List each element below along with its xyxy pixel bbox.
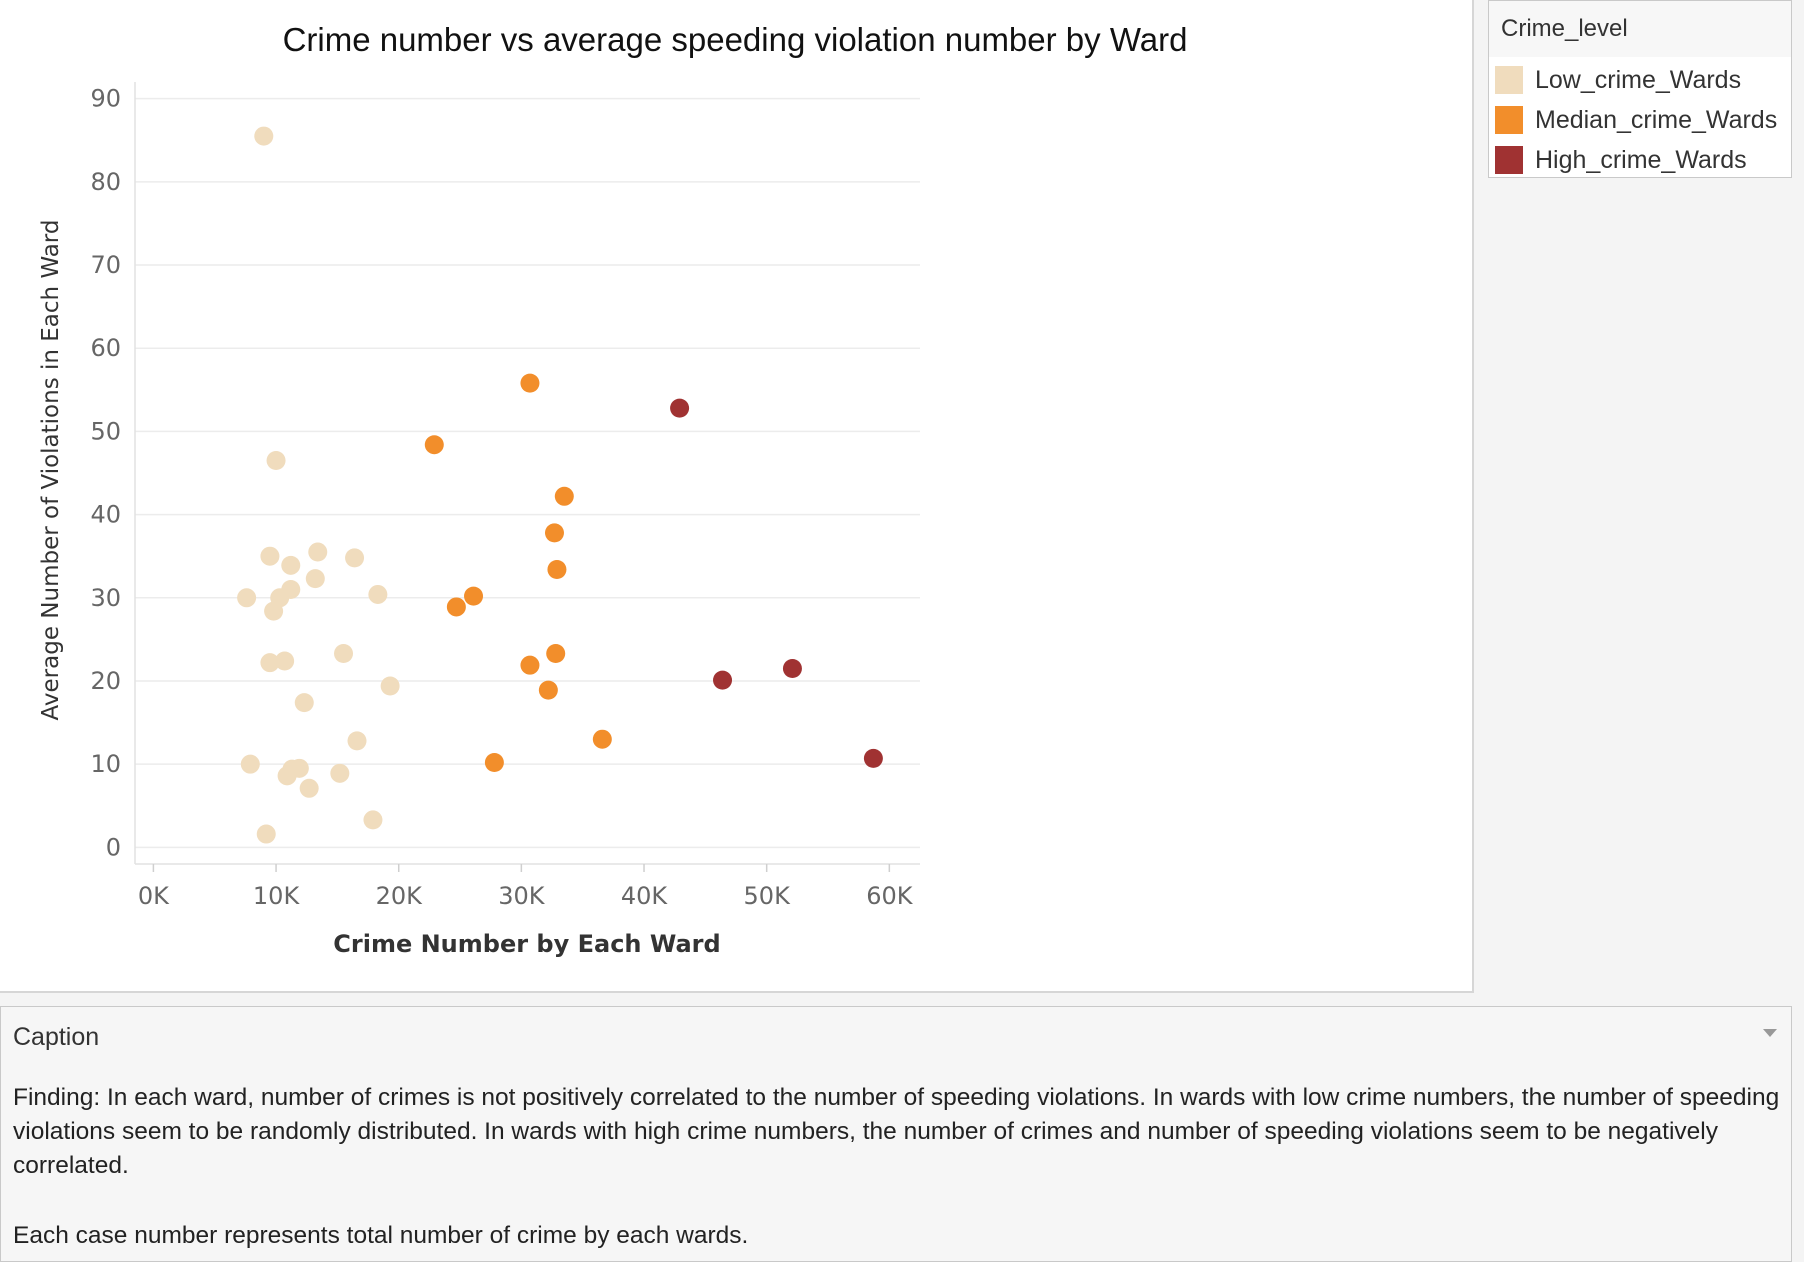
y-tick-label: 30 xyxy=(90,584,121,612)
caption-title: Caption xyxy=(13,1023,100,1051)
data-point-median-crime-wards[interactable] xyxy=(554,486,574,506)
caption-finding: Finding: In each ward, number of crimes … xyxy=(13,1084,1780,1179)
data-point-median-crime-wards[interactable] xyxy=(544,523,564,543)
data-point-low-crime-wards[interactable] xyxy=(264,601,284,621)
data-point-high-crime-wards[interactable] xyxy=(670,398,690,418)
data-point-low-crime-wards[interactable] xyxy=(256,824,276,844)
data-point-low-crime-wards[interactable] xyxy=(308,542,328,562)
data-point-median-crime-wards[interactable] xyxy=(484,753,504,773)
data-point-low-crime-wards[interactable] xyxy=(260,653,280,673)
data-point-high-crime-wards[interactable] xyxy=(782,659,802,678)
data-point-low-crime-wards[interactable] xyxy=(345,548,365,568)
legend-item-median[interactable]: Median_crime_Wards xyxy=(1495,103,1777,137)
data-point-low-crime-wards[interactable] xyxy=(260,546,280,566)
data-point-low-crime-wards[interactable] xyxy=(266,451,286,471)
legend-label-low: Low_crime_Wards xyxy=(1535,65,1742,94)
data-point-low-crime-wards[interactable] xyxy=(305,569,325,589)
y-tick-label: 0 xyxy=(106,833,121,861)
chart-pane: Crime number vs average speeding violati… xyxy=(0,0,1474,993)
y-tick-label: 40 xyxy=(90,501,121,529)
y-tick-label: 60 xyxy=(90,334,121,362)
x-axis-label: Crime Number by Each Ward xyxy=(333,930,720,958)
data-point-median-crime-wards[interactable] xyxy=(464,586,484,606)
data-point-low-crime-wards[interactable] xyxy=(277,766,297,786)
data-point-high-crime-wards[interactable] xyxy=(863,748,883,768)
data-point-low-crime-wards[interactable] xyxy=(281,579,301,599)
data-point-low-crime-wards[interactable] xyxy=(294,693,314,713)
data-point-median-crime-wards[interactable] xyxy=(592,729,612,749)
x-tick-label: 60K xyxy=(866,882,914,910)
data-point-low-crime-wards[interactable] xyxy=(299,778,319,798)
data-point-median-crime-wards[interactable] xyxy=(520,655,540,675)
data-points xyxy=(237,126,883,844)
y-tick-label: 90 xyxy=(90,85,121,113)
data-point-median-crime-wards[interactable] xyxy=(446,597,466,617)
x-tick-label: 30K xyxy=(498,882,546,910)
data-point-low-crime-wards[interactable] xyxy=(281,555,301,575)
data-point-low-crime-wards[interactable] xyxy=(237,588,257,608)
data-point-median-crime-wards[interactable] xyxy=(546,644,566,664)
x-tick-label: 10K xyxy=(253,882,301,910)
x-tick-label: 20K xyxy=(376,882,424,910)
data-point-low-crime-wards[interactable] xyxy=(254,126,274,146)
chart-title: Crime number vs average speeding violati… xyxy=(283,21,1188,58)
x-tick-label: 0K xyxy=(138,882,170,910)
data-point-median-crime-wards[interactable] xyxy=(424,435,444,455)
caption-note: Each case number represents total number… xyxy=(13,1222,749,1249)
data-point-low-crime-wards[interactable] xyxy=(334,644,354,664)
data-point-low-crime-wards[interactable] xyxy=(347,731,367,751)
legend-label-high: High_crime_Wards xyxy=(1535,145,1747,174)
data-point-high-crime-wards[interactable] xyxy=(713,670,733,690)
y-tick-label: 10 xyxy=(90,750,121,778)
grid-lines xyxy=(135,97,920,849)
legend: Crime_level Low_crime_Wards Median_crime… xyxy=(1488,0,1792,178)
data-point-low-crime-wards[interactable] xyxy=(363,810,383,830)
legend-swatch-median xyxy=(1495,106,1523,134)
data-point-median-crime-wards[interactable] xyxy=(520,373,540,393)
x-tick-label: 50K xyxy=(744,882,792,910)
data-point-low-crime-wards[interactable] xyxy=(240,754,260,774)
x-axis-ticks: 0K 10K 20K 30K 40K 50K 60K xyxy=(138,864,914,910)
y-tick-label: 70 xyxy=(90,251,121,279)
data-point-low-crime-wards[interactable] xyxy=(275,651,295,671)
legend-header xyxy=(1489,1,1791,57)
legend-label-median: Median_crime_Wards xyxy=(1535,105,1778,134)
data-point-low-crime-wards[interactable] xyxy=(368,584,388,604)
legend-swatch-low xyxy=(1495,66,1523,94)
legend-item-high[interactable]: High_crime_Wards xyxy=(1495,143,1747,177)
x-tick-label: 40K xyxy=(621,882,669,910)
y-axis-label: Average Number of Violations in Each War… xyxy=(38,220,64,721)
axes xyxy=(134,82,920,865)
caption-panel: Caption Finding: In each ward, number of… xyxy=(0,1006,1792,1262)
data-point-low-crime-wards[interactable] xyxy=(380,676,400,696)
y-axis-ticks: 0 10 20 30 40 50 60 70 80 90 xyxy=(90,85,121,862)
scatter-chart: Crime number vs average speeding violati… xyxy=(38,21,1188,958)
legend-title: Crime_level xyxy=(1501,15,1628,42)
data-point-median-crime-wards[interactable] xyxy=(547,560,567,580)
y-tick-label: 20 xyxy=(90,667,121,695)
y-tick-label: 50 xyxy=(90,417,121,445)
legend-swatch-high xyxy=(1495,146,1523,174)
y-tick-label: 80 xyxy=(90,168,121,196)
data-point-low-crime-wards[interactable] xyxy=(330,763,350,783)
legend-item-low[interactable]: Low_crime_Wards xyxy=(1495,63,1741,97)
caption-collapse-icon[interactable] xyxy=(1763,1029,1777,1037)
data-point-median-crime-wards[interactable] xyxy=(538,680,558,700)
